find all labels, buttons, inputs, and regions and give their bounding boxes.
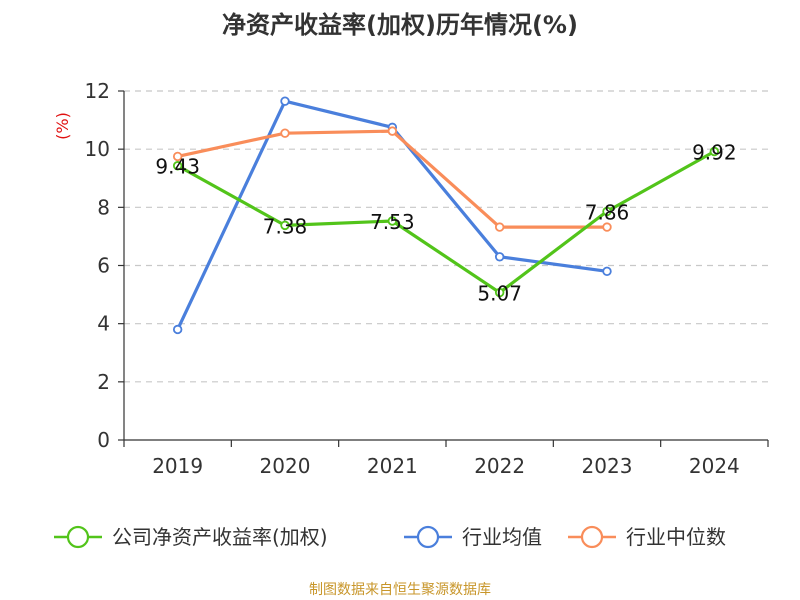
x-tick-label: 2021: [367, 454, 418, 478]
data-label: 7.86: [585, 200, 630, 224]
data-point: [172, 324, 183, 335]
x-tick-label: 2019: [152, 454, 203, 478]
series-2: [172, 126, 612, 232]
legend-item-2[interactable]: 行业中位数: [568, 525, 726, 549]
y-tick-label: 10: [85, 137, 110, 161]
data-label: 7.53: [370, 210, 415, 234]
data-label: 9.43: [155, 155, 200, 179]
legend-swatch-marker: [580, 525, 604, 549]
y-tick-label: 8: [97, 195, 110, 219]
data-point: [494, 252, 505, 262]
source-note: 制图数据来自恒生聚源数据库: [309, 582, 491, 598]
legend-label: 行业中位数: [626, 525, 726, 549]
data-point: [172, 151, 183, 162]
x-tick-label: 2023: [582, 454, 633, 478]
x-tick-label: 2024: [689, 454, 740, 478]
chart-title: 净资产收益率(加权)历年情况(%): [222, 11, 578, 39]
data-label: 9.92: [692, 140, 737, 164]
data-point: [387, 126, 398, 136]
data-point: [280, 96, 290, 106]
x-tick-label: 2022: [474, 454, 525, 478]
grid-lines: [124, 90, 768, 383]
data-labels: 9.43 7.38 7.53 5.07 7.86 9.92: [155, 140, 736, 305]
data-point: [280, 220, 290, 231]
y-tick-label: 12: [85, 79, 110, 103]
data-point: [602, 206, 612, 217]
data-point: [494, 287, 505, 298]
data-label: 5.07: [477, 282, 522, 306]
y-axis-label: (%): [53, 112, 72, 140]
axes: 0 2 4 6 8 10 12 2019 2020 2021 2022 2023 2024: [85, 79, 769, 478]
data-point: [280, 128, 290, 138]
data-point: [387, 216, 398, 226]
y-tick-label: 4: [97, 312, 110, 336]
y-tick-label: 2: [97, 370, 110, 394]
x-tick-label: 2020: [260, 454, 311, 478]
legend-label: 公司净资产收益率(加权): [112, 525, 328, 549]
series-line-0: [176, 150, 716, 295]
legend-label: 行业均值: [462, 525, 542, 549]
legend-swatch-marker: [66, 525, 90, 549]
data-point: [494, 222, 505, 232]
series-lines: [172, 96, 720, 335]
y-tick-label: 0: [97, 428, 110, 452]
data-point: [709, 146, 720, 157]
y-tick-label: 6: [97, 254, 110, 278]
data-label: 7.38: [263, 214, 308, 238]
data-point: [602, 266, 612, 277]
data-point: [172, 161, 183, 171]
data-point: [602, 222, 612, 232]
series-0: [172, 146, 720, 298]
legend-swatch-marker: [416, 525, 440, 549]
legend[interactable]: 公司净资产收益率(加权) 行业均值 行业中位数: [54, 525, 726, 549]
legend-item-1[interactable]: 行业均值: [404, 525, 542, 549]
legend-item-0[interactable]: 公司净资产收益率(加权): [54, 525, 328, 549]
